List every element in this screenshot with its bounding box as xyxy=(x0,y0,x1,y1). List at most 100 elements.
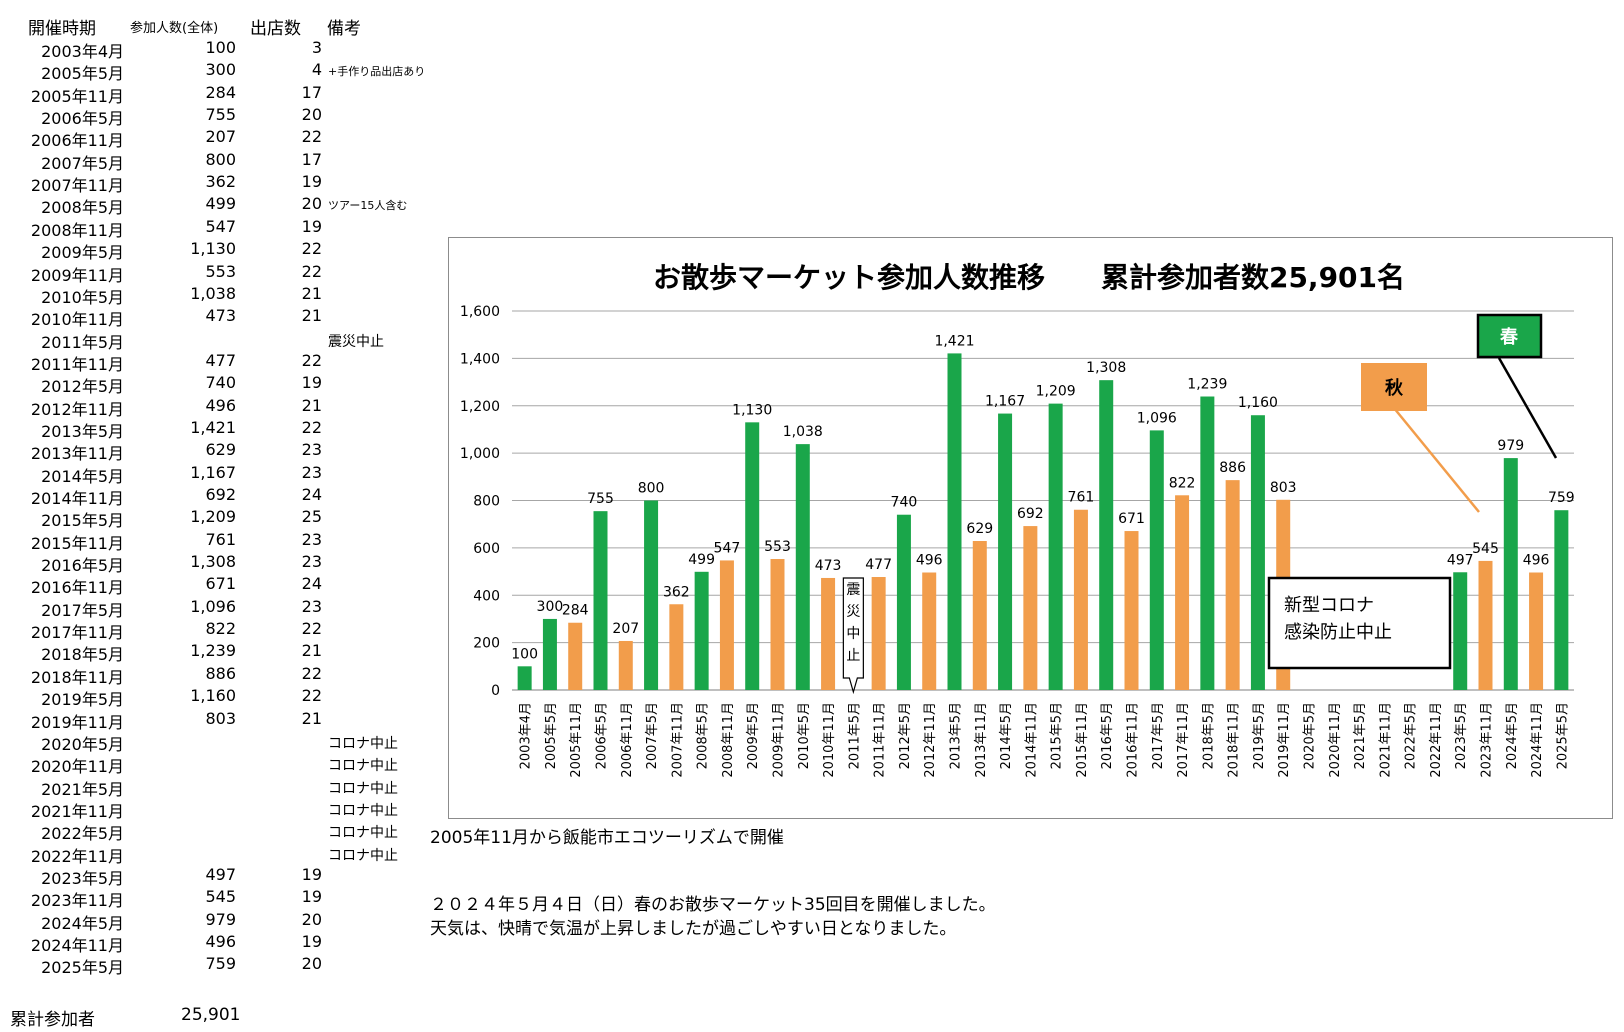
cell-stores: 17 xyxy=(301,82,322,102)
x-tick-label: 2003年4月 xyxy=(519,702,534,769)
cell-date: 2011年5月 xyxy=(41,332,124,352)
cell-count: 1,038 xyxy=(190,283,236,303)
cell-note: コロナ中止 xyxy=(328,735,398,752)
cell-stores: 22 xyxy=(301,350,322,370)
x-tick-label: 2019年5月 xyxy=(1252,702,1267,769)
bar xyxy=(618,640,633,690)
data-label: 1,421 xyxy=(934,333,974,349)
cell-count: 473 xyxy=(205,306,236,326)
x-tick-label: 2009年5月 xyxy=(746,702,761,769)
header-period: 開催時期 xyxy=(28,19,96,39)
cell-stores: 22 xyxy=(301,127,322,147)
bar xyxy=(1023,526,1038,690)
header-notes: 備考 xyxy=(327,19,361,39)
cell-stores: 24 xyxy=(301,485,322,504)
cell-stores: 3 xyxy=(311,38,322,57)
spring-label: 春 xyxy=(1500,326,1519,348)
table-row: 2017年11月 822 22 xyxy=(0,619,430,643)
x-tick-label: 2005年5月 xyxy=(544,702,559,769)
x-tick-label: 2013年11月 xyxy=(974,702,989,778)
cell-stores: 22 xyxy=(301,261,322,281)
cell-stores: 19 xyxy=(301,373,322,393)
cell-count: 284 xyxy=(205,82,236,102)
bar xyxy=(1175,495,1190,690)
cell-date: 2023年11月 xyxy=(30,891,124,911)
bar xyxy=(922,572,937,690)
x-tick-label: 2024年5月 xyxy=(1505,702,1520,769)
table-row: 2024年5月 979 20 xyxy=(0,910,430,933)
x-tick-label: 2009年11月 xyxy=(772,702,787,778)
cell-count: 496 xyxy=(205,932,236,951)
table-row: 2015年5月 1,209 25 xyxy=(0,507,430,530)
total-value: 25,901 xyxy=(181,1005,241,1025)
data-label: 497 xyxy=(1447,552,1474,568)
cell-count: 499 xyxy=(205,194,236,214)
table-row: 2013年5月 1,421 22 xyxy=(0,417,430,441)
bar xyxy=(719,560,734,690)
note-ecotourism: 2005年11月から飯能市エコツーリズムで開催 xyxy=(430,828,784,848)
cell-count: 629 xyxy=(205,440,236,460)
bar xyxy=(1250,415,1265,690)
bar xyxy=(1478,560,1493,690)
cell-date: 2012年5月 xyxy=(41,377,124,397)
data-label: 979 xyxy=(1497,438,1524,454)
table-row: 2003年4月 100 3 xyxy=(0,38,430,61)
bar xyxy=(694,571,709,690)
y-tick-label: 1,000 xyxy=(460,446,500,462)
table-row: 2016年5月 1,308 23 xyxy=(0,552,430,575)
x-tick-label: 2015年5月 xyxy=(1050,702,1065,769)
cell-date: 2017年11月 xyxy=(30,623,124,643)
data-label: 553 xyxy=(764,539,791,555)
x-tick-label: 2023年5月 xyxy=(1454,702,1469,769)
cell-note: コロナ中止 xyxy=(328,847,398,864)
table-row: 2020年11月 コロナ中止 xyxy=(0,753,430,776)
covid-callout-text: 感染防止中止 xyxy=(1284,622,1392,643)
autumn-leader-line xyxy=(1393,407,1480,513)
spring-leader-line xyxy=(1497,357,1558,459)
table-row: 2019年5月 1,160 22 xyxy=(0,686,430,710)
cell-date: 2003年4月 xyxy=(41,42,124,61)
bar xyxy=(1453,572,1468,690)
table-row: 2019年11月 803 21 xyxy=(0,709,430,732)
table-row: 2006年11月 207 22 xyxy=(0,127,430,150)
data-label: 755 xyxy=(587,491,614,507)
autumn-label: 秋 xyxy=(1385,377,1404,399)
cell-date: 2019年5月 xyxy=(41,690,124,710)
data-label: 207 xyxy=(612,621,639,637)
data-label: 1,130 xyxy=(732,402,772,418)
cell-date: 2016年11月 xyxy=(30,578,124,598)
x-tick-label: 2011年5月 xyxy=(847,702,862,769)
data-label: 547 xyxy=(714,540,741,556)
cell-count: 1,167 xyxy=(190,462,236,482)
data-label: 692 xyxy=(1017,506,1044,522)
x-tick-label: 2019年11月 xyxy=(1277,702,1292,778)
cell-count: 1,421 xyxy=(190,417,236,437)
table-row: 2006年5月 755 20 xyxy=(0,105,430,128)
earthquake-callout-text: 災 xyxy=(846,604,860,620)
x-tick-label: 2022年11月 xyxy=(1429,702,1444,778)
x-tick-label: 2014年5月 xyxy=(999,702,1014,769)
data-label: 1,096 xyxy=(1137,410,1177,426)
cell-date: 2009年11月 xyxy=(30,265,124,285)
cell-count: 759 xyxy=(205,954,236,974)
cell-note: ツアー15人含む xyxy=(328,199,408,213)
cell-count: 100 xyxy=(205,38,236,57)
y-tick-label: 0 xyxy=(491,683,500,699)
table-row: 2005年5月 300 4 +手作り品出店あり xyxy=(0,60,430,83)
bar xyxy=(821,577,836,690)
cell-stores: 21 xyxy=(301,641,322,661)
x-tick-label: 2013年5月 xyxy=(949,702,964,769)
bar-chart: お散歩マーケット参加人数推移 累計参加者数25,901名 0 200 400 600 80… xyxy=(460,261,1575,778)
x-tick-label: 2011年11月 xyxy=(873,702,888,778)
table-row: 2023年11月 545 19 xyxy=(0,887,430,911)
cell-date: 2023年5月 xyxy=(41,868,124,888)
cell-count: 1,209 xyxy=(190,507,236,527)
x-tick-label: 2010年5月 xyxy=(797,702,812,769)
cell-stores: 23 xyxy=(301,596,322,616)
table-row: 2013年11月 629 23 xyxy=(0,440,430,463)
table-row: 2023年5月 497 19 xyxy=(0,865,430,888)
data-label: 545 xyxy=(1472,541,1499,557)
cell-count: 1,096 xyxy=(190,596,236,616)
cell-date: 2025年5月 xyxy=(41,958,124,978)
chart-title: お散歩マーケット参加人数推移 累計参加者数25,901名 xyxy=(653,261,1405,294)
